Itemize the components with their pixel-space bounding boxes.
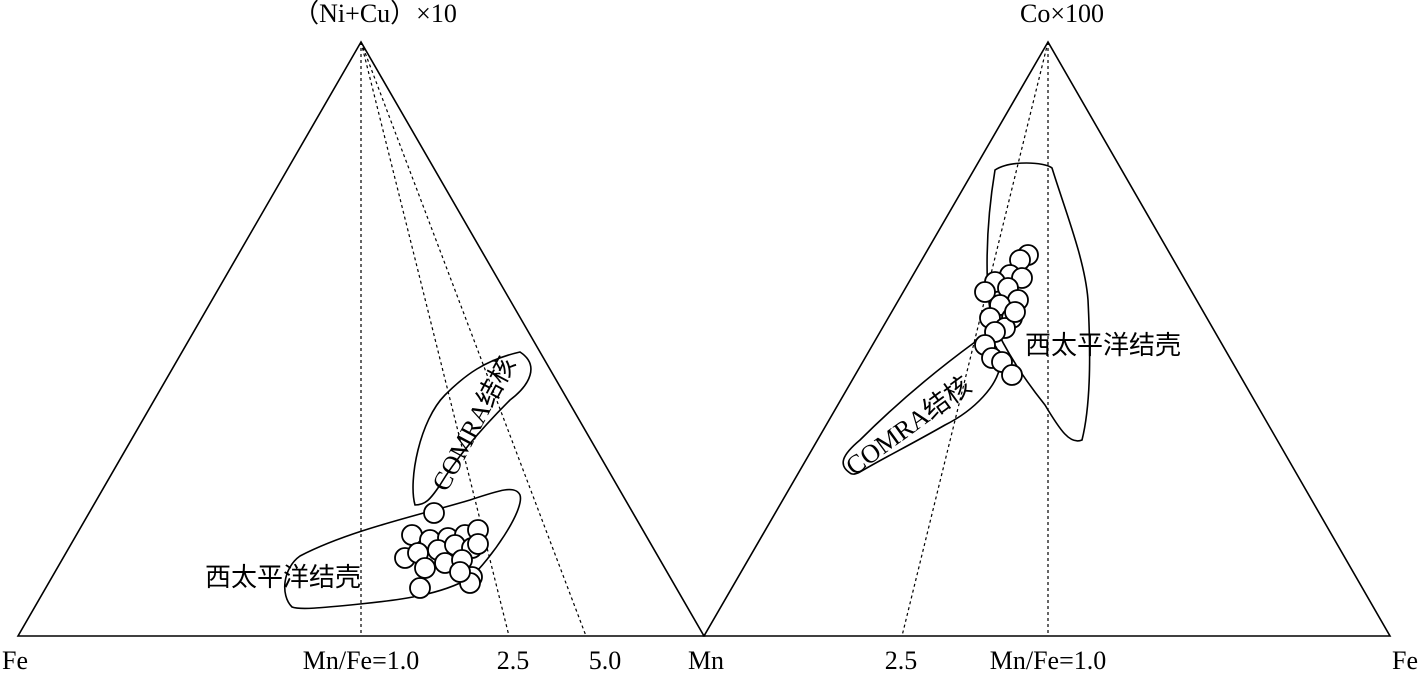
ratio-label: Mn/Fe=1.0 bbox=[303, 646, 420, 674]
region-outline bbox=[412, 351, 532, 506]
sample-point bbox=[414, 557, 436, 579]
right-triangle bbox=[702, 40, 1392, 637]
corner-label: Fe bbox=[2, 646, 28, 674]
sample-point bbox=[467, 533, 489, 555]
left-triangle bbox=[16, 40, 706, 637]
sample-points bbox=[394, 244, 1039, 599]
region-label: 西太平洋结壳 bbox=[205, 563, 361, 592]
sample-point bbox=[974, 281, 996, 303]
ratio-label: Mn/Fe=1.0 bbox=[990, 646, 1107, 674]
corner-label: Mn bbox=[688, 646, 724, 674]
sample-point bbox=[1004, 301, 1026, 323]
sample-point bbox=[1001, 364, 1023, 386]
corner-label: Fe bbox=[1392, 646, 1418, 674]
sample-point bbox=[401, 524, 423, 546]
sample-point bbox=[409, 577, 431, 599]
ratio-label: 2.5 bbox=[497, 646, 530, 674]
sample-point bbox=[449, 561, 471, 583]
region-label: 西太平洋结壳 bbox=[1025, 331, 1181, 360]
region-outline bbox=[284, 488, 522, 610]
sample-point bbox=[423, 502, 445, 524]
ratio-label: 5.0 bbox=[589, 646, 622, 674]
apex-label: （Ni+Cu）×10 bbox=[293, 0, 457, 28]
region-label: COMRA结核 bbox=[840, 371, 976, 481]
ratio-line bbox=[360, 41, 587, 637]
apex-label: Co×100 bbox=[1020, 0, 1104, 28]
region-label: COMRA结核 bbox=[426, 352, 521, 496]
ratio-label: 2.5 bbox=[885, 646, 918, 674]
